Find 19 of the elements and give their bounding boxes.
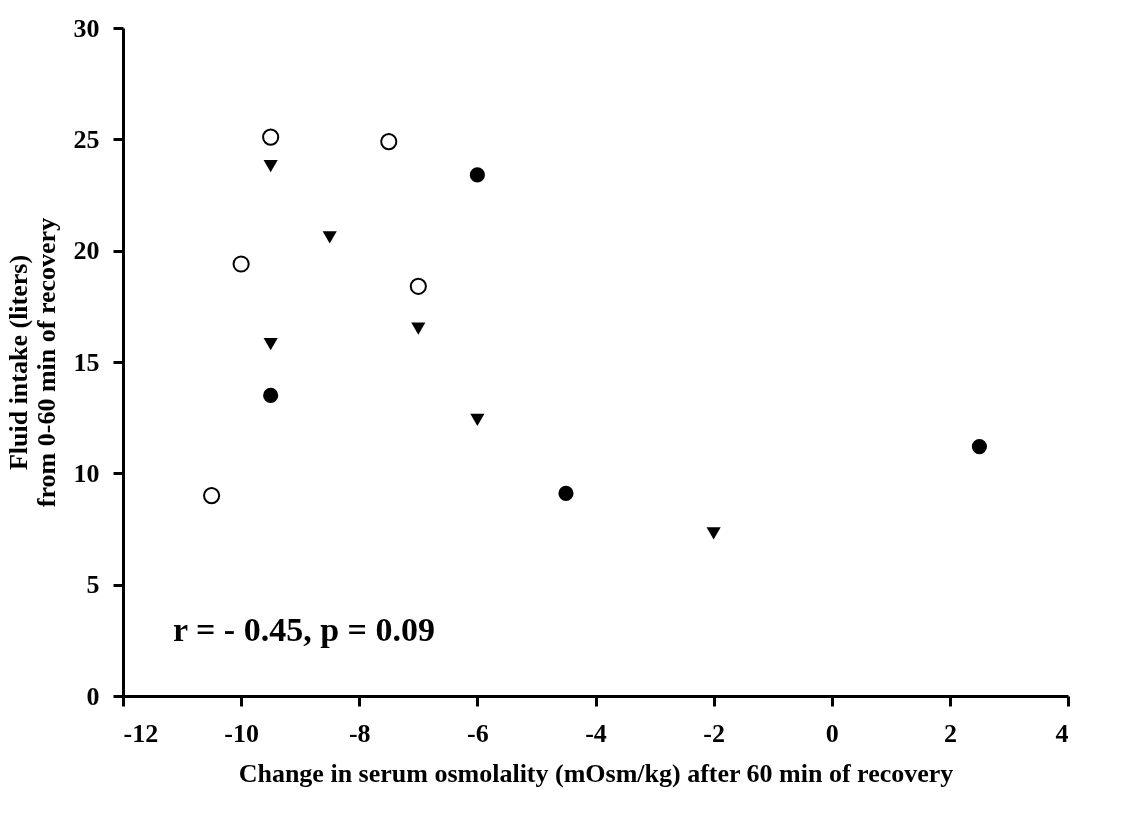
x-tick-label: 0 xyxy=(825,718,839,748)
x-tick-label: -8 xyxy=(348,718,371,748)
x-tick-label: 4 xyxy=(1055,718,1069,748)
x-tick-label: -4 xyxy=(585,718,607,748)
y-tick-label: 25 xyxy=(73,124,100,154)
x-tick-label: 2 xyxy=(943,718,957,748)
x-tick-label: -6 xyxy=(467,718,489,748)
y-tick-label: 20 xyxy=(73,236,100,266)
y-tick-label: 30 xyxy=(73,13,100,43)
annotation: r = - 0.45, p = 0.09 xyxy=(173,611,435,648)
y-tick-label: 5 xyxy=(86,570,100,600)
y-tick-label: 15 xyxy=(73,347,100,377)
x-axis-title: Change in serum osmolality (mOsm/kg) after 60 min of recovery xyxy=(238,758,954,788)
x-tick-label: -12 xyxy=(123,718,159,748)
x-tick-label: -10 xyxy=(224,718,259,748)
y-tick-label: 10 xyxy=(73,458,100,488)
y-tick-label: 0 xyxy=(86,681,100,711)
x-tick-label: -2 xyxy=(703,718,725,748)
y-axis-title: Fluid intake (liters) from 0-60 min of recovery xyxy=(3,217,61,508)
